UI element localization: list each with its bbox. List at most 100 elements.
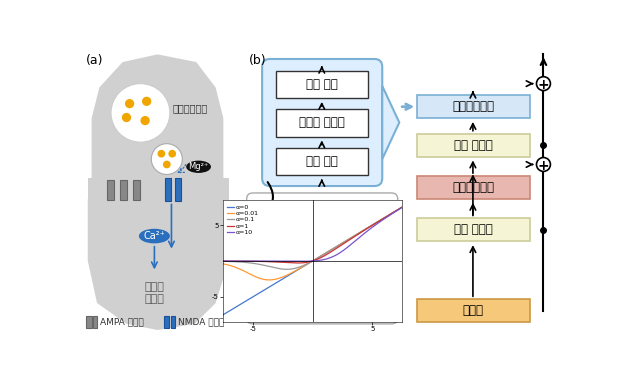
Text: $\mathrm{NMDA}_{\alpha}(x)=\dfrac{x}{1+\alpha e^{-x}}$: $\mathrm{NMDA}_{\alpha}(x)=\dfrac{x}{1+\… (270, 298, 373, 319)
α=0 (398, 205, 406, 209)
Bar (120, 180, 127, 200)
Text: (b): (b) (249, 55, 267, 67)
α=1 (219, 259, 227, 263)
α=10 (306, 259, 314, 263)
Circle shape (157, 150, 165, 158)
FancyBboxPatch shape (246, 193, 397, 324)
α=0.1 (316, 254, 324, 259)
α=0.01 (316, 254, 324, 259)
α=0 (394, 208, 401, 212)
Bar (276, 109, 368, 137)
Bar (132, 180, 140, 200)
Bar (88, 177, 229, 202)
α=0.1 (219, 259, 227, 264)
Text: 선형 계층: 선형 계층 (306, 78, 338, 91)
Line: α=0.1: α=0.1 (223, 207, 402, 269)
Circle shape (142, 97, 151, 106)
Line: α=0.01: α=0.01 (223, 207, 402, 280)
FancyBboxPatch shape (262, 59, 382, 186)
α=0 (316, 254, 324, 259)
α=0.1 (283, 267, 291, 271)
Text: +: + (538, 78, 549, 92)
α=0.01 (306, 261, 314, 265)
Line: α=0: α=0 (223, 207, 402, 315)
Text: Mg²⁺: Mg²⁺ (188, 162, 209, 171)
α=0.01 (366, 224, 374, 229)
α=0.1 (326, 249, 333, 253)
α=10 (219, 259, 227, 263)
Circle shape (125, 99, 134, 108)
Polygon shape (88, 199, 229, 330)
α=0 (366, 224, 374, 229)
α=0 (305, 261, 313, 265)
Text: 글루타메이트: 글루타메이트 (172, 103, 207, 113)
Circle shape (163, 161, 171, 168)
α=0.1 (305, 261, 312, 265)
Line: α=1: α=1 (223, 207, 402, 263)
Bar (175, 178, 180, 202)
α=10 (398, 205, 406, 210)
Bar (276, 71, 368, 98)
Bar (417, 218, 529, 241)
Bar (417, 176, 529, 199)
Polygon shape (382, 86, 399, 159)
α=0 (304, 261, 312, 266)
α=10 (366, 227, 374, 231)
Text: 피드포워드층: 피드포워드층 (452, 100, 494, 113)
Text: (a): (a) (86, 55, 104, 67)
α=10 (305, 259, 312, 264)
α=1 (394, 207, 402, 212)
Text: 비선형 활성화: 비선형 활성화 (299, 117, 345, 129)
α=1 (306, 259, 314, 264)
α=0.01 (219, 262, 227, 266)
α=0.1 (366, 224, 374, 229)
Bar (417, 299, 529, 322)
α=1 (366, 224, 374, 229)
Bar (93, 316, 97, 329)
α=1 (316, 256, 324, 260)
Polygon shape (92, 55, 223, 180)
Text: +: + (538, 159, 549, 173)
Text: 계층 정규화: 계층 정규화 (454, 223, 492, 237)
Bar (417, 134, 529, 157)
Circle shape (111, 83, 170, 142)
α=0.1 (398, 205, 406, 209)
Legend: α=0, α=0.01, α=0.1, α=1, α=10: α=0, α=0.01, α=0.1, α=1, α=10 (226, 203, 260, 236)
Bar (165, 178, 172, 202)
Text: 셀프어텐션층: 셀프어텐션층 (452, 181, 494, 194)
Bar (86, 316, 92, 329)
Bar (276, 147, 368, 175)
α=1 (293, 261, 301, 265)
Circle shape (536, 158, 550, 171)
α=1 (305, 260, 312, 264)
α=0.01 (305, 261, 312, 266)
Text: NMDA 수용체: NMDA 수용체 (178, 318, 224, 327)
Bar (417, 95, 529, 118)
Ellipse shape (186, 161, 211, 173)
Circle shape (140, 116, 150, 125)
Ellipse shape (139, 229, 170, 243)
α=10 (326, 256, 333, 260)
α=0.01 (326, 248, 333, 253)
Bar (171, 316, 175, 329)
α=10 (296, 259, 304, 264)
α=0 (219, 312, 227, 317)
Line: α=10: α=10 (223, 208, 402, 261)
α=0.1 (306, 260, 314, 265)
Text: 시냅스
가소성: 시냅스 가소성 (145, 282, 164, 304)
α=0.01 (398, 205, 406, 209)
α=0 (326, 249, 333, 253)
Text: 계층 정규화: 계층 정규화 (454, 139, 492, 152)
Bar (164, 316, 169, 329)
Circle shape (536, 77, 550, 91)
α=10 (316, 258, 324, 262)
α=1 (326, 250, 333, 255)
Circle shape (151, 144, 182, 174)
Circle shape (122, 113, 131, 122)
Text: 입력층: 입력층 (463, 304, 483, 317)
α=1 (398, 205, 406, 209)
Text: AMPA 수용체: AMPA 수용체 (100, 318, 144, 327)
Text: 선형 계층: 선형 계층 (306, 155, 338, 168)
α=10 (394, 208, 402, 212)
Text: Ca²⁺: Ca²⁺ (143, 231, 165, 241)
